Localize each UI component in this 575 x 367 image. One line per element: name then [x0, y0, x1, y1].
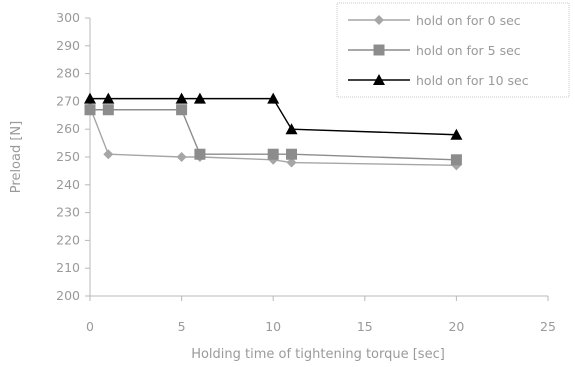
x-tick-label: 5 — [178, 319, 186, 334]
data-point — [286, 157, 297, 168]
y-tick-label: 230 — [56, 205, 80, 220]
x-tick-label: 20 — [448, 319, 464, 334]
series-line — [90, 97, 457, 136]
y-tick-label: 240 — [56, 177, 80, 192]
data-point — [285, 123, 298, 135]
x-ticks: 0 5 10 15 20 25 — [86, 296, 556, 334]
y-tick-label: 280 — [56, 66, 80, 81]
data-point — [176, 104, 188, 116]
y-tick-label: 290 — [56, 38, 80, 53]
x-tick-label: 25 — [540, 319, 556, 334]
series-layer — [84, 92, 463, 171]
legend-entry: hold on for 10 sec — [348, 73, 529, 88]
y-ticks: 200 210 220 230 240 250 260 270 280 290 300 — [56, 10, 90, 303]
data-point — [103, 149, 114, 160]
data-point — [286, 148, 298, 160]
y-tick-label: 250 — [56, 149, 80, 164]
y-tick-label: 220 — [56, 232, 80, 247]
y-axis-title: Preload [N] — [9, 121, 24, 193]
data-point — [175, 92, 188, 104]
legend-entry: hold on for 0 sec — [348, 13, 521, 28]
data-point — [193, 92, 206, 104]
series-1 — [85, 101, 462, 171]
data-point — [176, 152, 187, 162]
legend-marker — [373, 74, 385, 85]
y-tick-label: 210 — [56, 260, 80, 275]
data-point — [450, 154, 462, 166]
data-point — [102, 104, 114, 116]
x-tick-label: 15 — [357, 319, 373, 334]
data-point — [450, 128, 463, 140]
series-2 — [84, 104, 462, 166]
legend-entries: hold on for 0 sec hold on for 5 sec hold o… — [348, 13, 529, 88]
legend-label: hold on for 5 sec — [416, 43, 521, 58]
x-tick-label: 0 — [86, 319, 94, 334]
x-axis-title: Holding time of tightening torque [sec] — [191, 347, 445, 362]
data-point — [102, 92, 115, 104]
legend: hold on for 0 sec hold on for 5 sec hold o… — [336, 2, 570, 98]
data-point — [267, 148, 279, 160]
legend-marker — [374, 15, 384, 25]
x-tick-label: 10 — [265, 319, 281, 334]
legend-entry: hold on for 5 sec — [348, 43, 521, 58]
data-point — [84, 104, 96, 116]
y-tick-label: 270 — [56, 93, 80, 108]
y-tick-label: 260 — [56, 121, 80, 136]
data-point — [194, 148, 206, 160]
y-tick-label: 300 — [56, 10, 80, 25]
legend-marker — [373, 44, 385, 56]
y-tick-label: 200 — [56, 288, 80, 303]
legend-label: hold on for 10 sec — [416, 73, 529, 88]
data-point — [84, 92, 96, 104]
legend-label: hold on for 0 sec — [416, 13, 521, 28]
data-point — [267, 92, 280, 104]
series-3 — [84, 92, 463, 140]
